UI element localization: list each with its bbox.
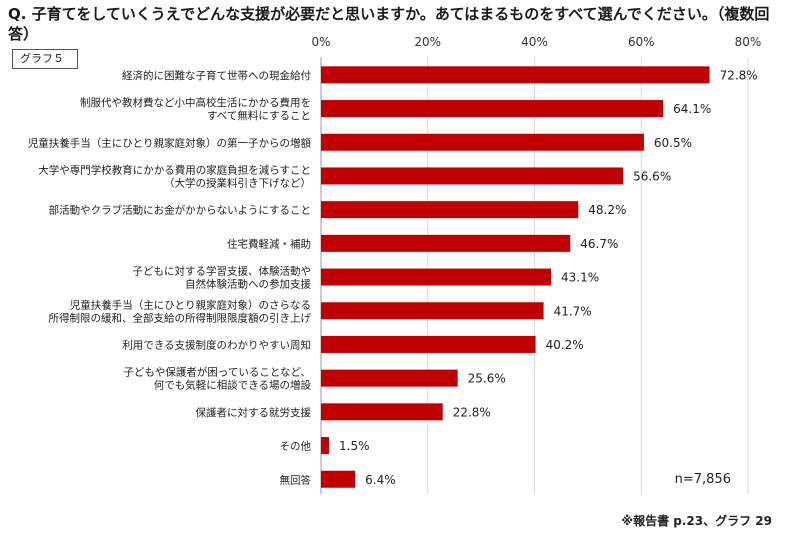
bar — [321, 201, 579, 219]
data-label: 48.2% — [588, 203, 626, 217]
graph-label-badge: グラフ５ — [12, 49, 78, 69]
bar — [321, 268, 552, 286]
data-label: 25.6% — [468, 372, 506, 386]
x-tick-label: 0% — [311, 35, 330, 49]
category-label: すべて無料にすること — [207, 109, 311, 122]
source-note: ※報告書 p.23、グラフ 29 — [621, 514, 772, 528]
bar — [321, 335, 536, 353]
category-label: 大学や専門学校教育にかかる費用の家庭負担を減らすこと — [38, 163, 311, 176]
category-label: （大学の授業料引き下げなど） — [164, 176, 311, 189]
x-tick-label: 80% — [735, 35, 762, 49]
category-label: その他 — [280, 440, 312, 453]
data-label: 22.8% — [453, 405, 491, 419]
data-label: 72.8% — [720, 68, 758, 82]
category-label: 児童扶養手当（主にひとり親家庭対象）のさらなる — [70, 298, 311, 311]
bar — [321, 369, 458, 387]
data-label: 43.1% — [561, 271, 599, 285]
bar — [321, 133, 644, 151]
data-label: 1.5% — [339, 439, 370, 453]
data-label: 60.5% — [654, 136, 692, 150]
bar — [321, 302, 544, 320]
category-label: 何でも気軽に相談できる場の増設 — [154, 379, 312, 392]
category-label: 子どもに対する学習支援、体験活動や — [133, 265, 312, 278]
data-label: 6.4% — [365, 473, 396, 487]
bar — [321, 403, 443, 421]
category-label: 自然体験活動への参加支援 — [185, 278, 311, 291]
category-label: 子どもや保護者が困っていることなど、 — [123, 366, 311, 379]
x-tick-label: 20% — [414, 35, 441, 49]
bar — [321, 167, 624, 185]
data-label: 46.7% — [580, 237, 618, 251]
category-label: 利用できる支援制度のわかりやすい周知 — [122, 338, 311, 351]
bar — [321, 234, 571, 252]
bar — [321, 66, 710, 84]
category-label: 所得制限の緩和、全部支給の所得制限限度額の引き上げ — [49, 311, 312, 324]
category-label: 制服代や教材費など小中高校生活にかかる費用を — [80, 96, 311, 109]
bar — [321, 100, 664, 118]
sample-size-note: n=7,856 — [675, 472, 731, 487]
chart-title: Q. 子育てをしていくうえでどんな支援が必要だと思いますか。あてはまるものをすべ… — [8, 5, 770, 43]
data-label: 41.7% — [554, 304, 592, 318]
category-label: 経済的に困難な子育て世帯への現金給付 — [122, 69, 311, 82]
data-label: 56.6% — [633, 169, 671, 183]
category-label: 児童扶養手当（主にひとり親家庭対象）の第一子からの増額 — [28, 136, 312, 149]
category-label: 住宅費軽減・補助 — [227, 237, 311, 250]
data-label: 40.2% — [546, 338, 584, 352]
category-label: 部活動やクラブ活動にお金がかからないようにすること — [49, 204, 311, 217]
data-label: 64.1% — [673, 102, 711, 116]
x-tick-label: 40% — [521, 35, 548, 49]
x-tick-label: 60% — [628, 35, 655, 49]
bar — [321, 470, 356, 488]
category-label: 無回答 — [280, 473, 312, 486]
category-label: 保護者に対する就労支援 — [196, 406, 312, 419]
bar — [321, 437, 330, 455]
